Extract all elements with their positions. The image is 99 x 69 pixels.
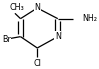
Text: Br: Br bbox=[2, 35, 11, 45]
Text: N: N bbox=[55, 32, 61, 41]
Text: N: N bbox=[34, 4, 40, 12]
Text: Cl: Cl bbox=[33, 59, 41, 68]
Text: CH₃: CH₃ bbox=[9, 4, 24, 12]
Text: NH₂: NH₂ bbox=[82, 14, 97, 23]
